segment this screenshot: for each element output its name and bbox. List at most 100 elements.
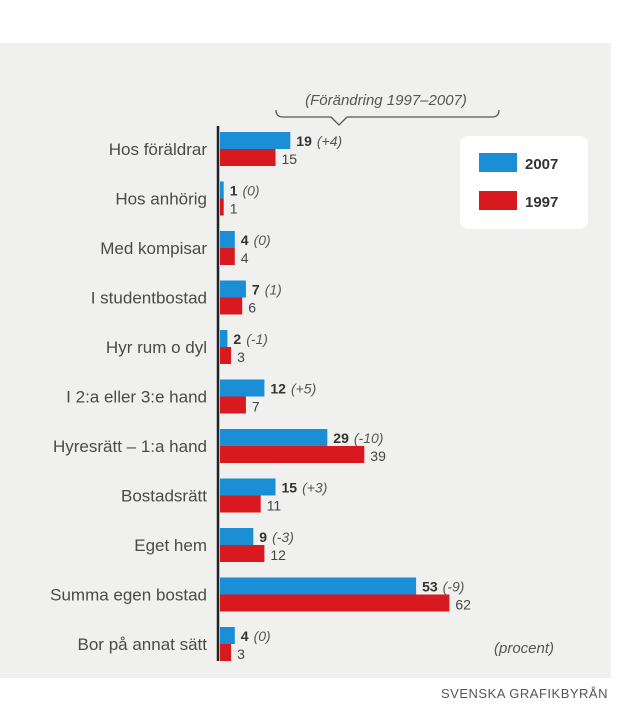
category-row: Med kompisar 4 (0) 4 xyxy=(100,231,271,266)
value-2007: 15 xyxy=(282,480,298,496)
value-label-2007: 2 (-1) xyxy=(233,331,268,347)
bar-1997 xyxy=(220,446,365,463)
value-2007: 4 xyxy=(241,232,249,248)
unit-note: (procent) xyxy=(494,640,554,657)
change-label: (+3) xyxy=(302,480,327,496)
bar-1997 xyxy=(220,198,224,216)
value-label-2007: 53 (-9) xyxy=(422,579,464,595)
change-label: (-9) xyxy=(443,579,465,595)
value-label-1997: 6 xyxy=(248,300,256,316)
category-label: Summa egen bostad xyxy=(50,586,207,605)
category-label: I studentbostad xyxy=(91,289,207,308)
category-label: Hyr rum o dyl xyxy=(106,338,207,357)
category-label: Bor på annat sätt xyxy=(78,635,208,654)
value-label-2007: 29 (-10) xyxy=(333,430,383,446)
value-2007: 19 xyxy=(296,133,312,149)
change-label: (0) xyxy=(242,183,259,199)
bar-2007 xyxy=(220,181,224,199)
change-label: (+5) xyxy=(291,381,316,397)
bar-2007 xyxy=(220,577,417,595)
category-row: Bostadsrätt 15 (+3)11 xyxy=(121,478,328,514)
value-label-1997: 1 xyxy=(230,201,238,217)
bar-2007 xyxy=(220,330,228,347)
value-label-2007: 1 (0) xyxy=(230,183,260,199)
value-2007: 53 xyxy=(422,579,438,595)
chart-panel: Hos föräldrar 19 (+4) 15 Hos anhörig 1 (0) 1 Med… xyxy=(0,43,611,678)
legend-label-2007: 2007 xyxy=(525,156,558,173)
bar-2007 xyxy=(220,379,265,397)
value-label-2007: 9 (-3) xyxy=(259,529,294,545)
category-row: I studentbostad 7 (1) 6 xyxy=(91,280,282,316)
change-label: (1) xyxy=(265,282,282,298)
legend-label-1997: 1997 xyxy=(525,194,558,211)
value-label-1997: 3 xyxy=(237,349,245,365)
bar-1997 xyxy=(220,396,246,414)
value-label-1997: 39 xyxy=(370,448,386,464)
category-label: Bostadsrätt xyxy=(121,487,207,506)
bar-2007 xyxy=(220,132,291,149)
category-row: Hyr rum o dyl 2 (-1)3 xyxy=(106,330,268,365)
bar-2007 xyxy=(220,231,235,248)
legend: 2007 1997 xyxy=(460,136,588,229)
value-label-1997: 15 xyxy=(282,151,298,167)
value-2007: 12 xyxy=(270,381,286,397)
change-header: (Förändring 1997–2007) xyxy=(305,92,467,109)
value-2007: 2 xyxy=(233,331,241,347)
value-label-2007: 12 (+5) xyxy=(270,381,316,397)
bar-2007 xyxy=(220,627,235,644)
change-label: (0) xyxy=(254,232,271,248)
value-2007: 1 xyxy=(230,183,238,199)
value-label-2007: 15 (+3) xyxy=(282,480,328,496)
bar-1997 xyxy=(220,644,232,661)
bar-2007 xyxy=(220,528,254,545)
value-label-1997: 7 xyxy=(252,399,260,415)
category-row: Eget hem 9 (-3) 12 xyxy=(134,528,294,563)
change-label: (0) xyxy=(254,628,271,644)
credit-line: SVENSKA GRAFIKBYRÅN xyxy=(441,686,608,701)
bar-1997 xyxy=(220,149,276,166)
change-label: (-10) xyxy=(354,430,384,446)
value-label-1997: 62 xyxy=(455,597,471,613)
bar-1997 xyxy=(220,545,265,562)
value-label-2007: 19 (+4) xyxy=(296,133,342,149)
value-label-1997: 3 xyxy=(237,646,245,662)
value-2007: 7 xyxy=(252,282,260,298)
category-row: I 2:a eller 3:e hand 12 (+5) 7 xyxy=(66,379,316,415)
change-label: (-1) xyxy=(246,331,268,347)
category-row: Hyresrätt – 1:a hand 29 (-10) 39 xyxy=(53,429,386,464)
category-row: Hos föräldrar 19 (+4) 15 xyxy=(109,132,342,167)
bar-1997 xyxy=(220,347,232,364)
category-label: I 2:a eller 3:e hand xyxy=(66,388,207,407)
legend-swatch-2007 xyxy=(479,153,517,172)
value-label-1997: 12 xyxy=(270,547,286,563)
legend-swatch-1997 xyxy=(479,191,517,210)
bar-1997 xyxy=(220,594,450,612)
category-label: Hos anhörig xyxy=(115,190,207,209)
category-row: Summa egen bostad 53 (-9) 62 xyxy=(50,577,471,613)
value-2007: 4 xyxy=(241,628,249,644)
category-label: Eget hem xyxy=(134,536,207,555)
category-label: Hyresrätt – 1:a hand xyxy=(53,437,207,456)
value-label-1997: 11 xyxy=(267,498,282,514)
bar-2007 xyxy=(220,429,328,446)
category-row: Hos anhörig 1 (0)1 xyxy=(115,181,260,217)
bar-1997 xyxy=(220,248,235,265)
bar-1997 xyxy=(220,495,261,513)
value-label-2007: 7 (1) xyxy=(252,282,282,298)
change-header-bracket xyxy=(275,109,500,126)
category-label: Med kompisar xyxy=(100,239,207,258)
value-label-2007: 4 (0) xyxy=(241,628,271,644)
category-label: Hos föräldrar xyxy=(109,140,208,159)
bar-2007 xyxy=(220,280,246,298)
category-row: Bor på annat sätt 4 (0) 3 xyxy=(78,627,271,662)
bar-1997 xyxy=(220,297,243,315)
value-label-2007: 4 (0) xyxy=(241,232,271,248)
change-label: (-3) xyxy=(272,529,294,545)
legend-box xyxy=(460,136,588,229)
value-2007: 29 xyxy=(333,430,349,446)
change-label: (+4) xyxy=(317,133,342,149)
bar-2007 xyxy=(220,478,276,496)
value-2007: 9 xyxy=(259,529,267,545)
